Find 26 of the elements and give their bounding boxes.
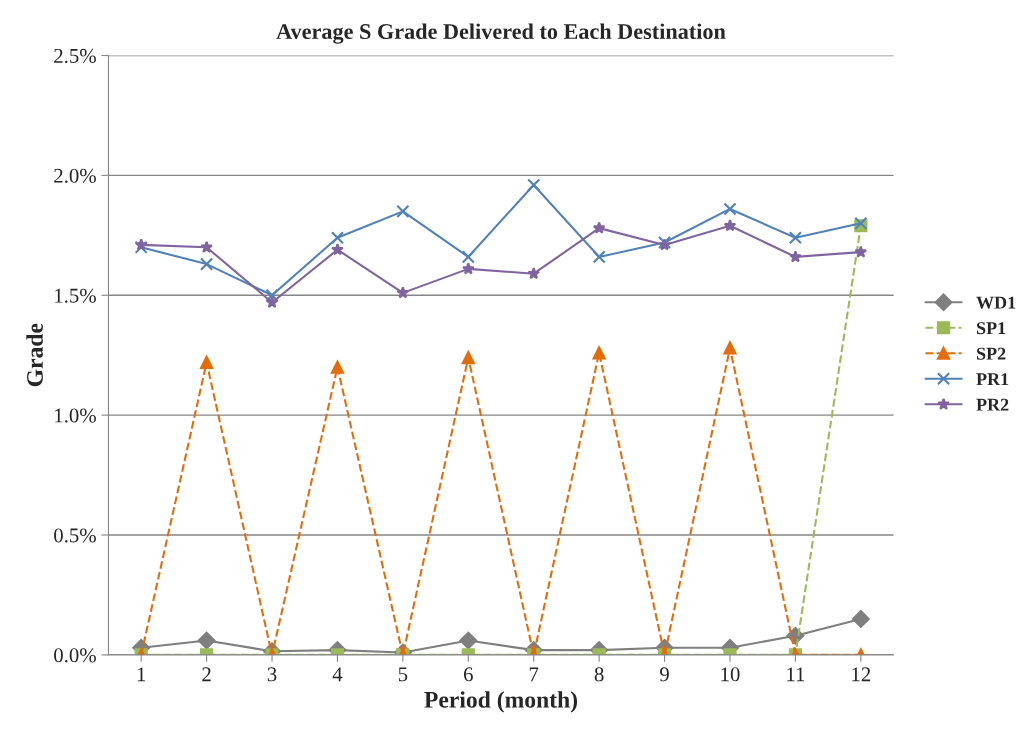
y-tick-label: 2.5% bbox=[54, 48, 96, 64]
y-tick-label: 1.5% bbox=[55, 288, 96, 303]
legend-label: PR2 bbox=[976, 398, 1009, 411]
x-tick-label: 1 bbox=[137, 667, 146, 682]
legend-label: PR1 bbox=[976, 373, 1009, 386]
x-tick-label: 6 bbox=[463, 667, 473, 682]
x-tick-label: 2 bbox=[202, 667, 211, 682]
chart-title: Average S Grade Delivered to Each Destination bbox=[276, 23, 726, 44]
legend-label: SP1 bbox=[977, 322, 1006, 335]
legend-label: SP2 bbox=[977, 347, 1006, 360]
x-axis-title: Period (month) bbox=[424, 691, 578, 713]
x-tick-label: 9 bbox=[660, 667, 669, 682]
y-tick-label: 1.0% bbox=[55, 408, 96, 423]
x-tick-label: 11 bbox=[787, 667, 805, 682]
x-tick-label: 12 bbox=[852, 667, 871, 682]
legend-label: WD1 bbox=[976, 296, 1016, 309]
x-tick-label: 7 bbox=[529, 667, 539, 682]
x-tick-label: 10 bbox=[721, 667, 740, 682]
x-tick-label: 3 bbox=[267, 667, 277, 682]
x-tick-label: 8 bbox=[594, 667, 604, 682]
x-tick-label: 4 bbox=[332, 667, 343, 682]
x-tick-label: 5 bbox=[398, 667, 408, 682]
y-tick-label: 0.5% bbox=[54, 528, 96, 543]
y-tick-label: 2.0% bbox=[54, 168, 96, 183]
y-axis-title: Grade bbox=[26, 323, 43, 387]
y-tick-label: 0.0% bbox=[54, 648, 96, 663]
